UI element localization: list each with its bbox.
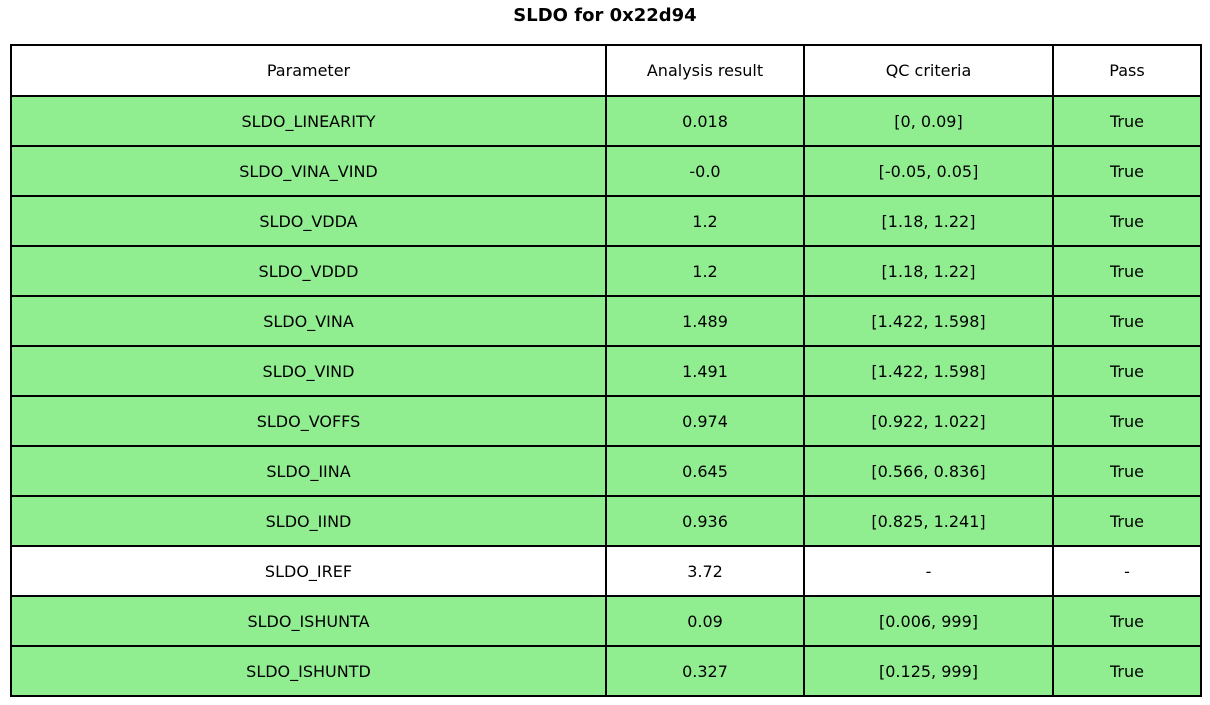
table-row: SLDO_ISHUNTA 0.09 [0.006, 999] True: [10, 595, 1202, 647]
cell-pass: True: [1052, 245, 1202, 297]
table-row: SLDO_IREF 3.72- -: [10, 545, 1202, 597]
column-header-analysis-result: Analysis result: [605, 44, 805, 97]
cell-pass: True: [1052, 295, 1202, 347]
column-header-qc-criteria: QC criteria: [803, 44, 1054, 97]
cell-parameter: SLDO_VINA: [10, 295, 607, 347]
cell-criteria: [1.422, 1.598]: [803, 295, 1054, 347]
cell-result: 0.645: [605, 445, 805, 497]
cell-criteria: [1.18, 1.22]: [803, 195, 1054, 247]
cell-criteria: [0.566, 0.836]: [803, 445, 1054, 497]
cell-pass: True: [1052, 195, 1202, 247]
cell-result: 3.72: [605, 545, 805, 597]
table-row: SLDO_ISHUNTD 0.327 [0.125, 999] True: [10, 645, 1202, 697]
cell-criteria: [0.922, 1.022]: [803, 395, 1054, 447]
cell-parameter: SLDO_LINEARITY: [10, 95, 607, 147]
qc-results-table: Parameter Analysis result QC criteria Pa…: [10, 44, 1202, 697]
cell-criteria: [0.825, 1.241]: [803, 495, 1054, 547]
cell-pass: True: [1052, 95, 1202, 147]
cell-result: 0.974: [605, 395, 805, 447]
cell-criteria: -: [803, 545, 1054, 597]
cell-pass: True: [1052, 595, 1202, 647]
cell-result: 0.327: [605, 645, 805, 697]
table-row: SLDO_VOFFS 0.974 [0.922, 1.022] True: [10, 395, 1202, 447]
cell-parameter: SLDO_IINA: [10, 445, 607, 497]
cell-criteria: [1.422, 1.598]: [803, 345, 1054, 397]
table-row: SLDO_VDDD 1.2 [1.18, 1.22] True: [10, 245, 1202, 297]
cell-criteria: [0.125, 999]: [803, 645, 1054, 697]
cell-result: 1.2: [605, 195, 805, 247]
column-header-pass: Pass: [1052, 44, 1202, 97]
cell-pass: True: [1052, 145, 1202, 197]
cell-pass: True: [1052, 445, 1202, 497]
table-row: SLDO_VIND 1.491 [1.422, 1.598] True: [10, 345, 1202, 397]
table-row: SLDO_VINA_VIND -0.0 [-0.05, 0.05] True: [10, 145, 1202, 197]
table-body: SLDO_LINEARITY 0.018 [0, 0.09] True SLDO_VIN…: [10, 95, 1202, 697]
cell-parameter: SLDO_VINA_VIND: [10, 145, 607, 197]
header-row: Parameter Analysis result QC criteria Pa…: [10, 44, 1202, 97]
column-header-parameter: Parameter: [10, 44, 607, 97]
cell-result: 1.2: [605, 245, 805, 297]
cell-result: 0.936: [605, 495, 805, 547]
cell-pass: True: [1052, 645, 1202, 697]
cell-criteria: [-0.05, 0.05]: [803, 145, 1054, 197]
table-row: SLDO_IIND 0.936 [0.825, 1.241] True: [10, 495, 1202, 547]
cell-parameter: SLDO_ISHUNTA: [10, 595, 607, 647]
cell-result: 0.09: [605, 595, 805, 647]
cell-criteria: [0, 0.09]: [803, 95, 1054, 147]
cell-result: 1.491: [605, 345, 805, 397]
cell-criteria: [1.18, 1.22]: [803, 245, 1054, 297]
cell-parameter: SLDO_VDDD: [10, 245, 607, 297]
cell-parameter: SLDO_IREF: [10, 545, 607, 597]
page-title: SLDO for 0x22d94: [513, 5, 697, 26]
cell-parameter: SLDO_VIND: [10, 345, 607, 397]
table-row: SLDO_VDDA 1.2 [1.18, 1.22] True: [10, 195, 1202, 247]
cell-result: 0.018: [605, 95, 805, 147]
cell-pass: -: [1052, 545, 1202, 597]
table-row: SLDO_IINA 0.645 [0.566, 0.836] True: [10, 445, 1202, 497]
cell-parameter: SLDO_IIND: [10, 495, 607, 547]
cell-result: -0.0: [605, 145, 805, 197]
cell-parameter: SLDO_ISHUNTD: [10, 645, 607, 697]
cell-pass: True: [1052, 495, 1202, 547]
cell-criteria: [0.006, 999]: [803, 595, 1054, 647]
cell-parameter: SLDO_VDDA: [10, 195, 607, 247]
cell-parameter: SLDO_VOFFS: [10, 395, 607, 447]
cell-pass: True: [1052, 395, 1202, 447]
table-row: SLDO_LINEARITY 0.018 [0, 0.09] True: [10, 95, 1202, 147]
cell-pass: True: [1052, 345, 1202, 397]
cell-result: 1.489: [605, 295, 805, 347]
table-row: SLDO_VINA 1.489 [1.422, 1.598] True: [10, 295, 1202, 347]
